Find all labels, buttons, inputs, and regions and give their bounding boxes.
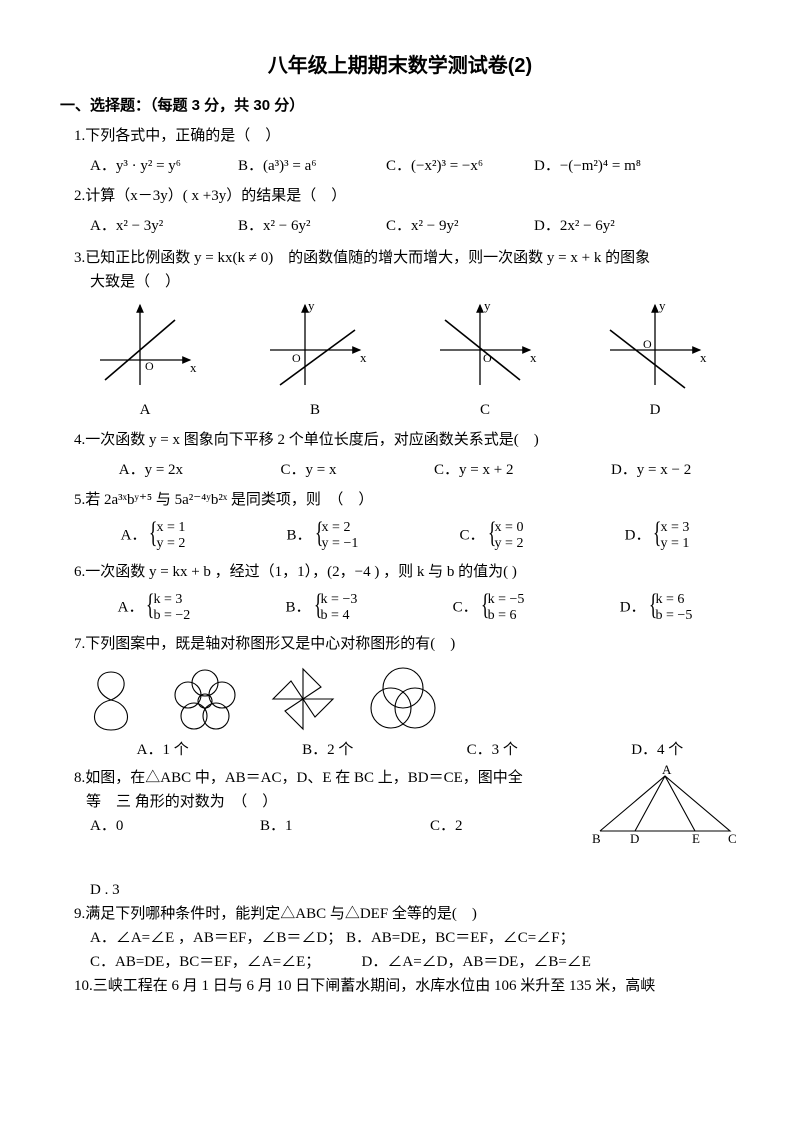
q4-opt-c: C．y = x + 2 bbox=[434, 458, 513, 482]
q2-text: 2.计算（x－3y）( x +3y）的结果是（ ） bbox=[74, 184, 740, 208]
q1-opt-c: C．(−x²)³ = −x⁶ bbox=[386, 154, 516, 178]
q7-opt-b: B．2 个 bbox=[302, 738, 353, 762]
svg-text:x: x bbox=[190, 360, 197, 375]
q8-opt-b: B．1 bbox=[260, 814, 390, 838]
q5-opt-b: B．x = 2y = −1 bbox=[287, 520, 359, 552]
q8-line1: 8.如图，在△ABC 中，AB＝AC，D、E 在 BC 上，BD＝CE，图中全 bbox=[74, 766, 590, 790]
graph-b-icon: x y O bbox=[260, 300, 370, 390]
svg-text:B: B bbox=[592, 831, 601, 846]
svg-text:A: A bbox=[662, 762, 672, 777]
q6-text: 6.一次函数 y = kx + b ，经过（1，1），(2，−4 ) ，则 k … bbox=[74, 560, 740, 584]
q8-opt-a: A．0 bbox=[90, 814, 220, 838]
svg-text:D: D bbox=[630, 831, 639, 846]
q1-opt-b: B．(a³)³ = a⁶ bbox=[238, 154, 368, 178]
q9-text: 9.满足下列哪种条件时，能判定△ABC 与△DEF 全等的是( ) bbox=[74, 902, 740, 926]
q3-text2: 大致是（ ） bbox=[90, 270, 740, 294]
svg-text:y: y bbox=[308, 298, 315, 313]
q1-opt-a: A．y³ · y² = y⁶ bbox=[90, 154, 220, 178]
q2-opt-b: B．x² − 6y² bbox=[238, 214, 368, 238]
q7-text: 7.下列图案中，既是轴对称图形又是中心对称图形的有( ) bbox=[74, 632, 740, 656]
q2-opt-a: A．x² − 3y² bbox=[90, 214, 220, 238]
q3-label-d: D bbox=[600, 398, 710, 422]
svg-text:E: E bbox=[692, 831, 700, 846]
q7-opt-d: D．4 个 bbox=[631, 738, 683, 762]
q5-opt-c: C．x = 0y = 2 bbox=[460, 520, 524, 552]
q6-opt-c: C．k = −5b = 6 bbox=[453, 592, 525, 624]
q4-text: 4.一次函数 y = x 图象向下平移 2 个单位长度后，对应函数关系式是( ) bbox=[74, 428, 740, 452]
q3-label-b: B bbox=[260, 398, 370, 422]
q1-opt-d: D．−(−m²)⁴ = m⁸ bbox=[534, 154, 664, 178]
svg-text:x: x bbox=[700, 350, 707, 365]
svg-text:O: O bbox=[292, 351, 301, 365]
svg-text:O: O bbox=[643, 337, 652, 351]
graph-a-icon: x O bbox=[90, 300, 200, 390]
shape-flower-icon bbox=[170, 664, 240, 734]
q2-opt-c: C．x² − 9y² bbox=[386, 214, 516, 238]
q10-text: 10.三峡工程在 6 月 1 日与 6 月 10 日下闸蓄水期间，水库水位由 1… bbox=[74, 974, 740, 998]
q4-opt-b: C．y = x bbox=[281, 458, 337, 482]
q1-text: 1.下列各式中，正确的是（ ） bbox=[74, 124, 740, 148]
q7-opt-a: A．1 个 bbox=[137, 738, 189, 762]
q3-text: 3.已知正比例函数 y = kx(k ≠ 0) 的函数值随的增大而增大，则一次函… bbox=[74, 246, 740, 270]
q7-opt-c: C．3 个 bbox=[467, 738, 518, 762]
shape-pinwheel-icon bbox=[268, 664, 338, 734]
q7-shapes bbox=[80, 664, 740, 734]
q3-graphs: x O A x y O B x y O C x y O bbox=[60, 300, 740, 422]
q5-text: 5.若 2a³ˣbʸ⁺⁵ 与 5a²⁻⁴ʸb²ˣ 是同类项，则 （ ） bbox=[74, 488, 740, 512]
svg-text:x: x bbox=[530, 350, 537, 365]
q4-opt-a: A．y = 2x bbox=[119, 458, 183, 482]
q5-opt-a: A．x = 1y = 2 bbox=[121, 520, 186, 552]
svg-text:O: O bbox=[145, 359, 154, 373]
page-title: 八年级上期期末数学测试卷(2) bbox=[60, 50, 740, 82]
q9-opt-c: C．AB=DE，BC＝EF，∠A=∠E； bbox=[90, 954, 313, 970]
svg-text:C: C bbox=[728, 831, 737, 846]
q6-opt-d: D．k = 6b = −5 bbox=[620, 592, 693, 624]
q9-opt-a: A．∠A=∠E ，AB＝EF，∠B＝∠D； bbox=[90, 930, 342, 946]
graph-c-icon: xy O bbox=[430, 300, 540, 390]
q2-opt-d: D．2x² − 6y² bbox=[534, 214, 664, 238]
q6-opt-a: A．k = 3b = −2 bbox=[118, 592, 191, 624]
svg-text:y: y bbox=[659, 298, 666, 313]
q3-label-c: C bbox=[430, 398, 540, 422]
triangle-diagram-icon: A B D E C bbox=[590, 766, 740, 846]
svg-text:x: x bbox=[360, 350, 367, 365]
q8-line2: 等 三 角形的对数为 （ ） bbox=[86, 790, 590, 814]
q4-opt-d: D．y = x − 2 bbox=[611, 458, 691, 482]
q5-opt-d: D．x = 3y = 1 bbox=[625, 520, 690, 552]
section-a-heading: 一、选择题：（每题 3 分，共 30 分） bbox=[60, 94, 740, 118]
q6-opt-b: B．k = −3b = 4 bbox=[286, 592, 358, 624]
q9-opt-d: D．∠A=∠D，AB＝DE，∠B=∠E bbox=[362, 954, 591, 970]
svg-text:y: y bbox=[484, 298, 491, 313]
q9-opt-b: B．AB=DE，BC＝EF，∠C=∠F； bbox=[346, 930, 575, 946]
q3-label-a: A bbox=[90, 398, 200, 422]
shape-onion-icon bbox=[80, 664, 142, 734]
q8-opt-c: C．2 bbox=[430, 814, 560, 838]
shape-trefoil-icon bbox=[366, 664, 440, 734]
graph-d-icon: x y O bbox=[600, 300, 710, 390]
q8-opt-d: D . 3 bbox=[90, 878, 220, 902]
